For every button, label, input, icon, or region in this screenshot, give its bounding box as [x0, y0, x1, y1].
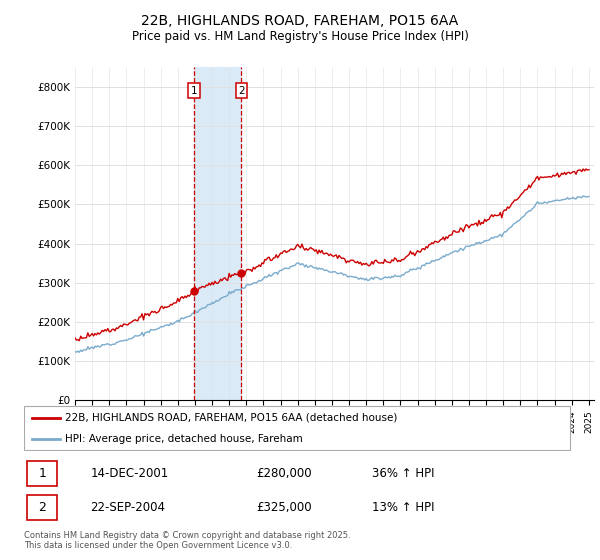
FancyBboxPatch shape	[24, 406, 571, 450]
Text: Contains HM Land Registry data © Crown copyright and database right 2025.
This d: Contains HM Land Registry data © Crown c…	[24, 531, 350, 550]
Text: 13% ↑ HPI: 13% ↑ HPI	[372, 501, 434, 514]
FancyBboxPatch shape	[27, 461, 57, 486]
Text: 22-SEP-2004: 22-SEP-2004	[90, 501, 165, 514]
Bar	[194, 67, 241, 400]
Text: 14-DEC-2001: 14-DEC-2001	[90, 467, 169, 480]
Text: £325,000: £325,000	[256, 501, 311, 514]
Text: 2: 2	[38, 501, 46, 514]
Text: 2: 2	[238, 86, 245, 96]
Text: 22B, HIGHLANDS ROAD, FAREHAM, PO15 6AA (detached house): 22B, HIGHLANDS ROAD, FAREHAM, PO15 6AA (…	[65, 413, 398, 423]
Text: 36% ↑ HPI: 36% ↑ HPI	[372, 467, 434, 480]
Text: HPI: Average price, detached house, Fareham: HPI: Average price, detached house, Fare…	[65, 435, 303, 444]
Text: 22B, HIGHLANDS ROAD, FAREHAM, PO15 6AA: 22B, HIGHLANDS ROAD, FAREHAM, PO15 6AA	[142, 14, 458, 28]
Text: 1: 1	[38, 467, 46, 480]
Text: 1: 1	[191, 86, 197, 96]
Text: £280,000: £280,000	[256, 467, 311, 480]
FancyBboxPatch shape	[27, 495, 57, 520]
Text: Price paid vs. HM Land Registry's House Price Index (HPI): Price paid vs. HM Land Registry's House …	[131, 30, 469, 43]
